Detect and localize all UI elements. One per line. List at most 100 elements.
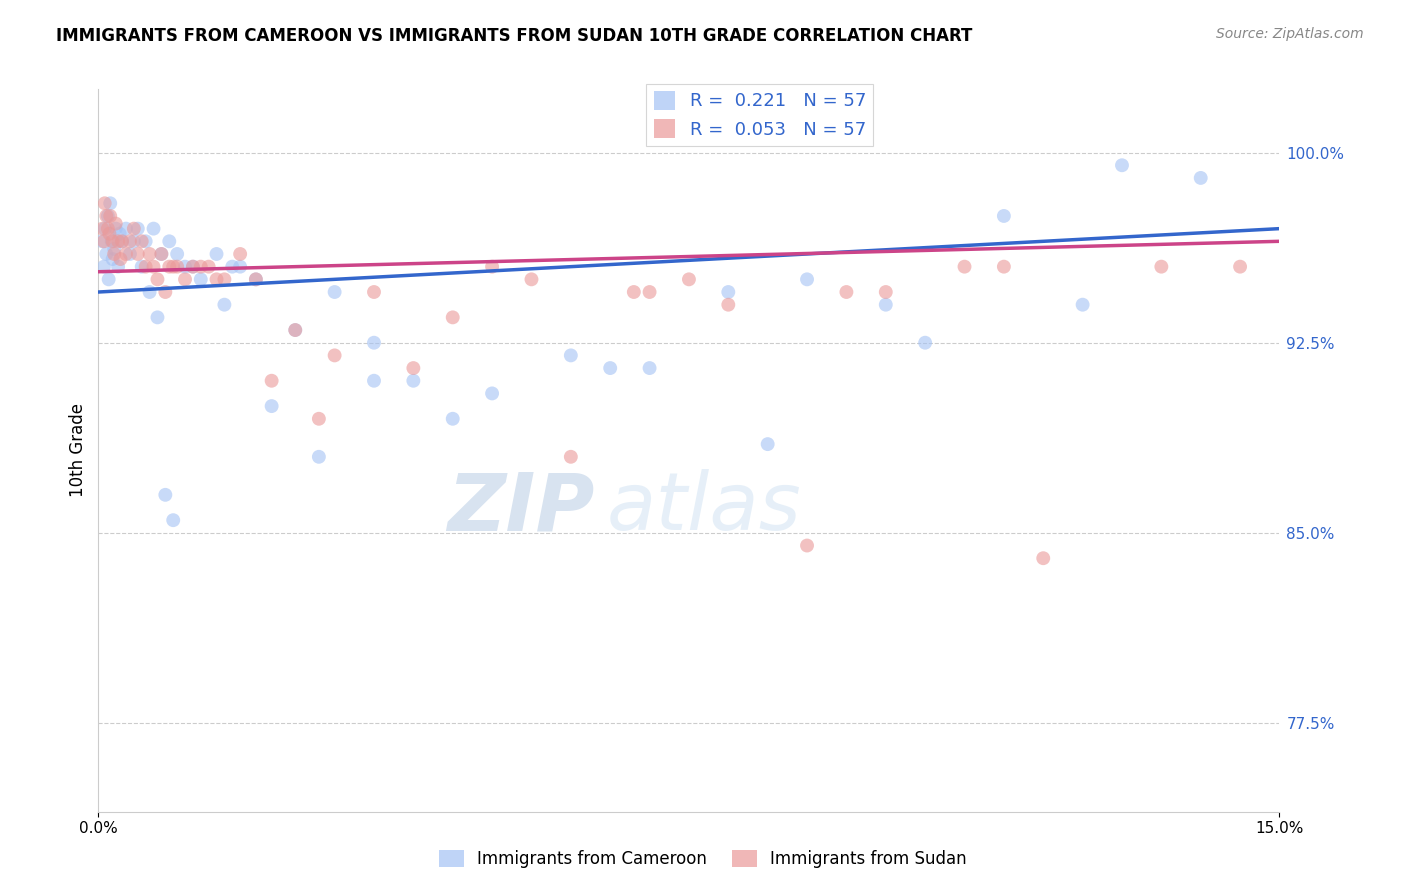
Point xyxy=(127,247,149,261)
Point xyxy=(245,272,267,286)
Point xyxy=(993,209,1015,223)
Point xyxy=(174,272,197,286)
Text: atlas: atlas xyxy=(606,469,801,548)
Point xyxy=(157,260,180,274)
Point xyxy=(260,374,283,388)
Point xyxy=(93,235,115,249)
Point xyxy=(135,260,157,274)
Text: IMMIGRANTS FROM CAMEROON VS IMMIGRANTS FROM SUDAN 10TH GRADE CORRELATION CHART: IMMIGRANTS FROM CAMEROON VS IMMIGRANTS F… xyxy=(56,27,973,45)
Point xyxy=(97,209,120,223)
Point xyxy=(98,196,121,211)
Point xyxy=(1189,170,1212,185)
Point xyxy=(96,247,118,261)
Point xyxy=(284,323,307,337)
Point xyxy=(101,235,124,249)
Point xyxy=(155,488,177,502)
Y-axis label: 10th Grade: 10th Grade xyxy=(69,403,87,498)
Point xyxy=(638,361,661,376)
Point xyxy=(796,539,818,553)
Point xyxy=(97,272,120,286)
Point xyxy=(229,247,252,261)
Point xyxy=(174,260,197,274)
Point xyxy=(323,285,346,299)
Point xyxy=(181,260,204,274)
Text: Source: ZipAtlas.com: Source: ZipAtlas.com xyxy=(1216,27,1364,41)
Point xyxy=(221,260,243,274)
Point xyxy=(138,247,160,261)
Point xyxy=(190,272,212,286)
Point xyxy=(441,310,464,325)
Point xyxy=(150,247,173,261)
Point xyxy=(127,221,149,235)
Point xyxy=(284,323,307,337)
Point xyxy=(214,272,236,286)
Point xyxy=(135,235,157,249)
Point xyxy=(162,260,184,274)
Point xyxy=(103,242,125,256)
Point xyxy=(115,221,138,235)
Point xyxy=(104,221,127,235)
Point xyxy=(520,272,543,286)
Point xyxy=(717,285,740,299)
Point xyxy=(104,217,127,231)
Point xyxy=(953,260,976,274)
Point xyxy=(197,260,219,274)
Legend: Immigrants from Cameroon, Immigrants from Sudan: Immigrants from Cameroon, Immigrants fro… xyxy=(432,843,974,875)
Point xyxy=(93,196,115,211)
Point xyxy=(993,260,1015,274)
Point xyxy=(111,235,134,249)
Point xyxy=(560,348,582,362)
Point xyxy=(118,247,141,261)
Point xyxy=(308,411,330,425)
Point xyxy=(118,235,141,249)
Point xyxy=(96,209,118,223)
Point xyxy=(111,235,134,249)
Legend: R =  0.221   N = 57, R =  0.053   N = 57: R = 0.221 N = 57, R = 0.053 N = 57 xyxy=(647,84,873,146)
Point xyxy=(835,285,858,299)
Point xyxy=(93,221,115,235)
Point xyxy=(131,235,153,249)
Point xyxy=(98,209,121,223)
Point xyxy=(205,272,228,286)
Point xyxy=(122,221,145,235)
Point xyxy=(214,298,236,312)
Point xyxy=(122,235,145,249)
Point xyxy=(229,260,252,274)
Point xyxy=(363,335,385,350)
Point xyxy=(91,221,114,235)
Point xyxy=(131,260,153,274)
Point xyxy=(638,285,661,299)
Point xyxy=(181,260,204,274)
Point xyxy=(166,247,188,261)
Point xyxy=(166,260,188,274)
Point xyxy=(110,252,132,266)
Point xyxy=(101,252,124,266)
Point xyxy=(103,247,125,261)
Text: ZIP: ZIP xyxy=(447,469,595,548)
Point xyxy=(146,310,169,325)
Point xyxy=(146,272,169,286)
Point xyxy=(190,260,212,274)
Point xyxy=(1150,260,1173,274)
Point xyxy=(363,374,385,388)
Point xyxy=(717,298,740,312)
Point xyxy=(560,450,582,464)
Point xyxy=(108,227,131,241)
Point xyxy=(678,272,700,286)
Point xyxy=(91,235,114,249)
Point xyxy=(157,235,180,249)
Point xyxy=(1111,158,1133,172)
Point xyxy=(115,247,138,261)
Point xyxy=(875,285,897,299)
Point xyxy=(1071,298,1094,312)
Point xyxy=(402,361,425,376)
Point xyxy=(623,285,645,299)
Point xyxy=(599,361,621,376)
Point xyxy=(107,235,129,249)
Point xyxy=(914,335,936,350)
Point xyxy=(756,437,779,451)
Point xyxy=(323,348,346,362)
Point xyxy=(107,260,129,274)
Point xyxy=(162,513,184,527)
Point xyxy=(441,411,464,425)
